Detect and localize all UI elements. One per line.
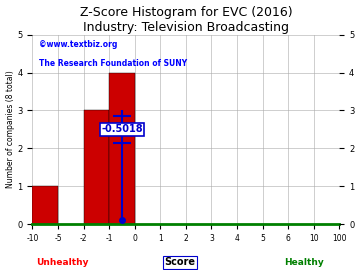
Bar (32, 186, 58, 224)
Bar (84, 110, 109, 224)
Text: Score: Score (165, 257, 195, 267)
Text: Healthy: Healthy (284, 258, 324, 267)
Y-axis label: Number of companies (8 total): Number of companies (8 total) (5, 70, 14, 188)
Text: ©www.textbiz.org: ©www.textbiz.org (39, 40, 117, 49)
Text: Unhealthy: Unhealthy (36, 258, 89, 267)
Bar (109, 73, 135, 224)
Text: -0.5018: -0.5018 (101, 124, 143, 134)
Title: Z-Score Histogram for EVC (2016)
Industry: Television Broadcasting: Z-Score Histogram for EVC (2016) Industr… (80, 6, 292, 33)
Text: The Research Foundation of SUNY: The Research Foundation of SUNY (39, 59, 187, 68)
